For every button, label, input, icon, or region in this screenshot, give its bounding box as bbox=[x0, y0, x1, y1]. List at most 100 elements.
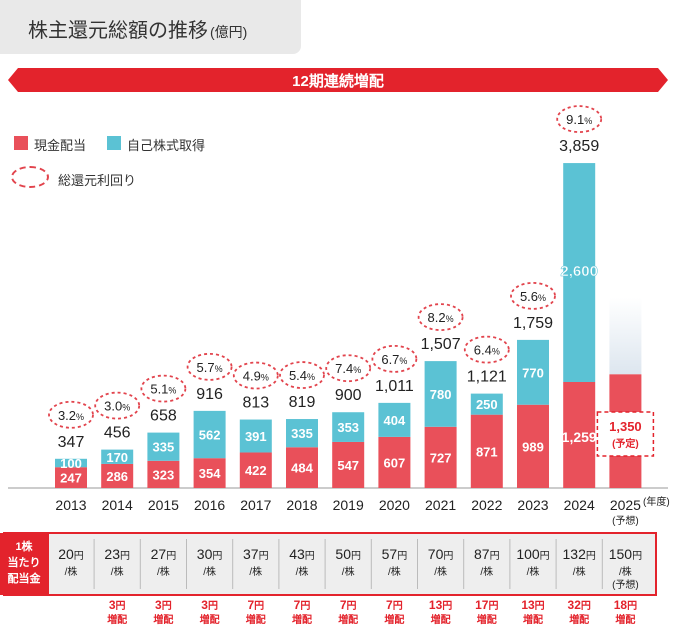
dividend-increase-label: 増配 bbox=[384, 613, 404, 626]
bar-cash-2014 bbox=[101, 463, 134, 488]
bar-buyback-2022 bbox=[470, 393, 503, 415]
cash-value-label: 323 bbox=[153, 467, 175, 482]
bar-buyback-2017 bbox=[239, 419, 272, 453]
yield-ring bbox=[186, 352, 233, 381]
legend-yield-label: 総還元利回り bbox=[58, 173, 137, 188]
bar-cash-2020 bbox=[378, 436, 411, 488]
dividend-per-share: /株 bbox=[388, 565, 401, 578]
dividend-increase-label: 増配 bbox=[338, 613, 358, 626]
legend-swatch-buyback bbox=[107, 136, 121, 150]
buyback-value-label: 353 bbox=[337, 420, 359, 435]
bar-buyback-2014 bbox=[101, 449, 134, 464]
x-tick-label: 2018 bbox=[286, 497, 317, 513]
total-value-label: 1,011 bbox=[375, 378, 414, 395]
legend-swatch-cash bbox=[14, 136, 28, 150]
dividend-increase: 3円 bbox=[201, 598, 218, 612]
total-value-label: 819 bbox=[289, 394, 316, 411]
dividend-per-share: /株 bbox=[434, 565, 447, 578]
dividend-increase: 7円 bbox=[340, 598, 357, 612]
dividend-increase: 7円 bbox=[294, 598, 311, 612]
yield-value-label: 5.4% bbox=[289, 368, 315, 383]
x-tick-label: 2016 bbox=[194, 497, 225, 513]
forecast-note: (予定) bbox=[612, 437, 639, 450]
bar-buyback-2020 bbox=[378, 402, 411, 437]
dividend-increase: 3円 bbox=[155, 598, 172, 612]
dividend-row-label: 当たり bbox=[8, 555, 41, 569]
dividend-row-box bbox=[47, 532, 657, 596]
yield-value-label: 3.0% bbox=[104, 399, 130, 414]
yield-ring bbox=[371, 344, 418, 373]
bar-buyback-2024 bbox=[563, 163, 596, 382]
x-axis-unit: (年度) bbox=[643, 495, 670, 508]
bar-buyback-2023 bbox=[517, 339, 549, 405]
dividend-per-share: /株 bbox=[111, 565, 124, 578]
dividend-increase: 13円 bbox=[521, 598, 544, 612]
dividend-per-share: /株 bbox=[203, 565, 216, 578]
yield-value-label: 4.9% bbox=[243, 369, 269, 384]
yield-ring bbox=[232, 361, 279, 390]
cash-value-label: 727 bbox=[430, 450, 452, 465]
bar-buyback-2016 bbox=[193, 410, 226, 459]
yield-ring bbox=[325, 354, 372, 383]
cash-value-label: 871 bbox=[476, 444, 498, 459]
buyback-value-label: 2,600 bbox=[560, 263, 598, 280]
total-value-label: 347 bbox=[58, 434, 85, 451]
bar-cash-2019 bbox=[332, 441, 365, 488]
dividend-increase-label: 増配 bbox=[246, 613, 266, 626]
buyback-value-label: 404 bbox=[384, 413, 406, 428]
yield-value-label: 6.4% bbox=[474, 343, 500, 358]
yield-value-label: 3.2% bbox=[58, 408, 84, 423]
total-value-label: 1,121 bbox=[467, 369, 507, 386]
dividend-per-share: /株 bbox=[65, 565, 78, 578]
yield-ring bbox=[556, 105, 603, 133]
dividend-per-share: /株 bbox=[527, 565, 540, 578]
buyback-value-label: 335 bbox=[153, 440, 175, 455]
cash-value-label: 247 bbox=[60, 471, 82, 486]
bar-cash-2021 bbox=[424, 426, 457, 488]
dividend-increase: 3円 bbox=[109, 598, 126, 612]
bar-buyback-2021 bbox=[424, 361, 457, 427]
title-box: 株主還元総額の推移 (億円) bbox=[0, 0, 301, 54]
x-tick-label: 2025 bbox=[610, 497, 641, 513]
banner-arrow bbox=[8, 68, 668, 92]
dividend-increase: 7円 bbox=[386, 598, 403, 612]
dividend-per-share: /株 bbox=[296, 565, 309, 578]
banner-text: 12期連続増配 bbox=[292, 72, 384, 90]
bar-cash-2023 bbox=[517, 404, 549, 488]
dividend-per-share: /株 bbox=[480, 565, 493, 578]
x-tick-label: 2021 bbox=[425, 497, 456, 513]
cash-value-label: 1,259 bbox=[562, 429, 597, 445]
buyback-value-label: 250 bbox=[476, 397, 498, 412]
bar-forecast-placeholder bbox=[609, 297, 642, 375]
dividend-increase-label: 増配 bbox=[200, 613, 220, 626]
bar-buyback-2015 bbox=[147, 432, 180, 461]
dividend-increase: 18円 bbox=[614, 598, 637, 612]
dividend-increase-label: 増配 bbox=[431, 613, 451, 626]
cash-value-label: 607 bbox=[384, 455, 406, 470]
cash-value-label: 422 bbox=[245, 463, 267, 478]
yield-ring bbox=[279, 361, 325, 389]
bar-cash-2024 bbox=[563, 381, 596, 488]
dividend-per-share: /株 bbox=[342, 565, 355, 578]
yield-value-label: 7.4% bbox=[335, 361, 361, 376]
dividend-increase: 7円 bbox=[247, 598, 264, 612]
x-tick-sublabel: (予想) bbox=[612, 514, 639, 527]
yield-ring bbox=[463, 335, 510, 364]
bar-cash-2022 bbox=[470, 414, 503, 488]
dividend-increase: 17円 bbox=[475, 598, 498, 612]
x-tick-label: 2024 bbox=[564, 497, 595, 513]
dividend-increase-label: 増配 bbox=[107, 613, 127, 626]
yield-ring bbox=[417, 303, 464, 332]
yield-value-label: 5.7% bbox=[197, 360, 223, 375]
dividend-per-share: /株 bbox=[619, 565, 632, 578]
dividend-per-share: /株 bbox=[573, 565, 586, 578]
dividend-increase: 13円 bbox=[429, 598, 452, 612]
x-tick-label: 2023 bbox=[517, 497, 548, 513]
cash-value-label: 1,350 bbox=[609, 419, 642, 434]
legend-cash-label: 現金配当 bbox=[34, 138, 87, 153]
x-tick-label: 2022 bbox=[471, 497, 502, 513]
bar-buyback-2019 bbox=[332, 412, 365, 442]
chart-title: 株主還元総額の推移 (億円) bbox=[28, 14, 247, 43]
x-tick-label: 2014 bbox=[102, 497, 133, 513]
